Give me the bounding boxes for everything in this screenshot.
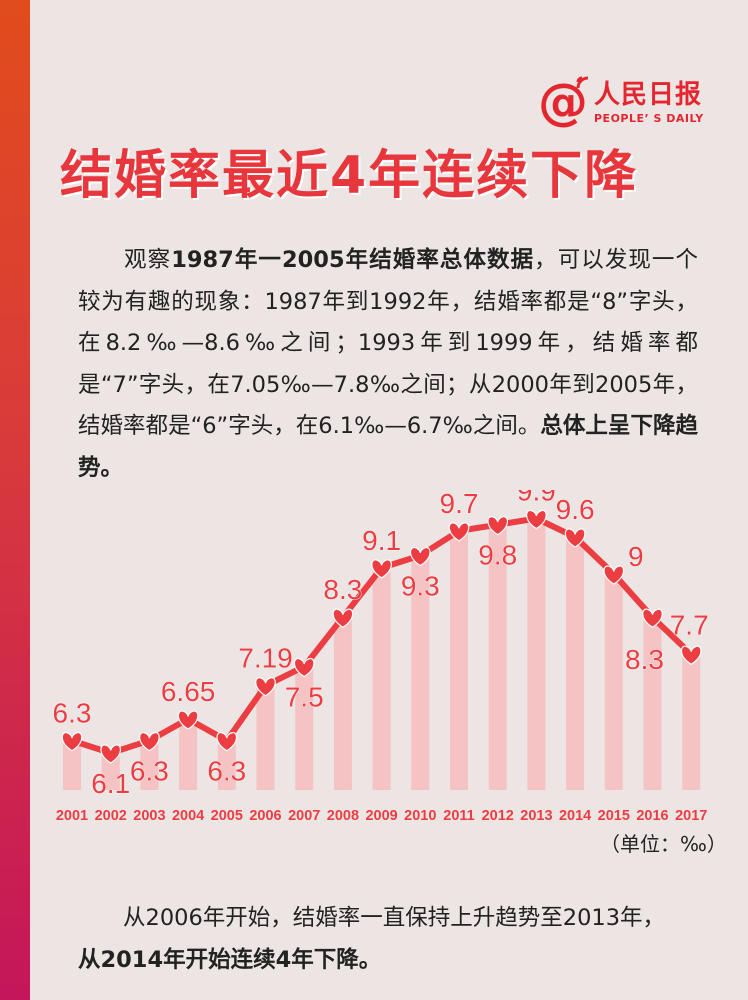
data-label: 6.3 [53, 698, 92, 729]
heart-icon [410, 546, 431, 567]
heart-icon [371, 559, 392, 579]
data-label: 9.7 [440, 490, 479, 519]
heart-icon [332, 608, 354, 628]
chart-bar [179, 719, 198, 790]
page-title: 结婚率最近4年连续下降 [60, 146, 639, 206]
chart-bar [643, 617, 662, 790]
data-label: 9.3 [401, 571, 440, 602]
heart-icon [487, 516, 508, 536]
unit-label: （单位：‰） [600, 832, 727, 856]
x-tick-label: 2004 [172, 808, 204, 824]
x-tick-label: 2010 [404, 808, 436, 824]
x-tick-label: 2009 [365, 808, 397, 824]
logo-name: 人民日报 [594, 80, 703, 110]
data-label: 9.8 [478, 540, 517, 571]
data-label: 9 [628, 541, 644, 572]
heart-icon [564, 528, 586, 548]
data-label: 9.1 [362, 525, 401, 556]
chart-bar [488, 524, 507, 790]
peoples-daily-logo: @ 人民日报 PEOPLE’ S DAILY [538, 74, 708, 130]
x-tick-label: 2017 [675, 808, 707, 824]
chart-bar [63, 740, 81, 790]
x-tick-label: 2007 [288, 808, 320, 824]
intro-bold-1: 1987年一2005年结婚率总体数据 [171, 247, 535, 273]
chart-bar [604, 574, 623, 790]
chart-bar [566, 537, 585, 790]
outro-text: 从2006年开始，结婚率一直保持上升趋势至2013年， [123, 905, 666, 931]
chart-bar [411, 555, 430, 790]
data-label: 8.3 [625, 644, 664, 675]
chart-bar [450, 530, 468, 790]
data-label: 6.1 [91, 768, 130, 799]
x-tick-label: 2001 [56, 808, 88, 824]
data-label: 8.3 [323, 574, 362, 605]
logo-subtitle: PEOPLE’ S DAILY [594, 112, 704, 125]
heart-icon [680, 645, 702, 665]
heart-icon [61, 732, 83, 752]
chart-bar [140, 740, 159, 790]
chart-bar [333, 617, 352, 790]
chart-bar [101, 752, 120, 790]
data-label: 7.5 [285, 682, 324, 713]
x-tick-label: 2013 [520, 808, 552, 824]
heart-icon [526, 509, 547, 530]
x-tick-label: 2014 [559, 808, 591, 824]
x-tick-label: 2012 [482, 808, 514, 824]
heart-icon [100, 744, 121, 764]
data-label: 9.9 [517, 490, 556, 507]
intro-text-1: 观察 [123, 247, 172, 273]
x-tick-label: 2006 [249, 808, 281, 824]
intro-bold-2: 总体上呈下降趋势。 [78, 413, 698, 481]
x-tick-label: 2008 [327, 808, 359, 824]
heart-icon [139, 732, 160, 752]
heart-icon [255, 677, 276, 697]
heart-icon [603, 565, 625, 585]
heart-icon [642, 608, 663, 628]
data-label: 9.6 [556, 494, 595, 525]
left-accent-bar [0, 0, 30, 1000]
data-label: 7.19 [238, 643, 293, 674]
data-label: 7.7 [670, 609, 709, 640]
intro-text-2: ，可以发现一个较为有趣的现象：1987年到1992年，结婚率都是“8”字头，在8… [78, 247, 698, 439]
heart-icon [216, 732, 238, 752]
x-tick-label: 2016 [636, 808, 668, 824]
chart-bar [295, 666, 314, 790]
heart-icon [448, 522, 470, 542]
data-label: 6.65 [161, 676, 216, 707]
outro-paragraph: 从2006年开始，结婚率一直保持上升趋势至2013年， 从2014年开始连续4年下… [78, 897, 718, 981]
x-tick-label: 2015 [598, 808, 630, 824]
chart-bar [682, 654, 701, 790]
heart-icon [293, 657, 315, 678]
chart-bar [217, 740, 236, 790]
intro-paragraph: 观察1987年一2005年结婚率总体数据，可以发现一个较为有趣的现象：1987年… [78, 240, 698, 489]
data-label: 6.3 [130, 756, 169, 787]
signal-icon [576, 76, 589, 89]
x-tick-label: 2005 [211, 808, 243, 824]
chart-bar [372, 567, 391, 790]
x-tick-label: 2003 [133, 808, 165, 824]
x-tick-label: 2011 [443, 808, 474, 824]
data-label: 6.3 [207, 756, 246, 787]
outro-bold: 从2014年开始连续4年下降。 [78, 947, 382, 973]
heart-icon [177, 710, 199, 730]
marriage-rate-chart: 6.36.1 6.36.656.37.197.58.39.19.39.79.89.… [52, 490, 709, 824]
chart-bar [527, 518, 546, 790]
x-tick-label: 2002 [95, 808, 127, 824]
chart-bar [256, 685, 275, 790]
